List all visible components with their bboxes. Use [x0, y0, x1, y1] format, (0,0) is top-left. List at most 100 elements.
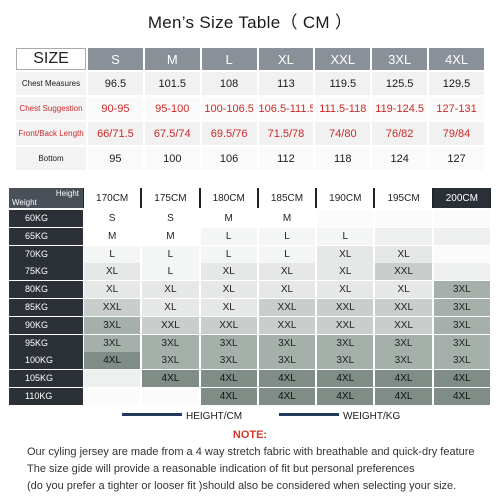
measure-cell: 79/84	[429, 122, 484, 145]
size-cell: XXL	[142, 316, 199, 334]
measure-row: Chest Measures 96.5 101.5 108 113 119.5 125.5 1…	[16, 72, 484, 95]
size-cell: XXL	[317, 299, 374, 316]
size-cell: 4XL	[258, 370, 316, 388]
size-cell: 4XL	[375, 370, 432, 388]
height-header-cell: 170CM	[84, 188, 141, 208]
size-cell: XXL	[317, 316, 374, 334]
size-cell: 3XL	[200, 334, 257, 352]
size-cell: 4XL	[317, 370, 374, 388]
measure-cell: 106	[201, 147, 257, 170]
size-cell: XL	[317, 263, 374, 281]
size-cell: XXL	[258, 299, 316, 316]
size-measure-table: SIZE S M L XL XXL 3XL 4XL Chest Measures 96.5 101.…	[14, 46, 486, 172]
measure-cell: 113	[258, 72, 314, 95]
size-header-cell: 3XL	[372, 48, 428, 70]
size-cell: 4XL	[142, 370, 199, 388]
measure-cell: 129.5	[429, 72, 484, 95]
measure-cell: 90-95	[88, 97, 143, 120]
measure-cell: 127-131	[429, 97, 484, 120]
size-cell: XL	[200, 281, 257, 299]
size-cell: XL	[317, 245, 374, 263]
grid-corner: Height Weight	[9, 188, 83, 208]
size-cell: 3XL	[375, 334, 432, 352]
size-cell: XL	[200, 299, 257, 316]
measure-cell: 96.5	[88, 72, 143, 95]
size-cell: XL	[84, 263, 141, 281]
size-cell: XL	[258, 281, 316, 299]
size-cell	[375, 210, 432, 227]
size-cell: M	[200, 210, 257, 227]
size-cell	[375, 227, 432, 245]
size-cell: 3XL	[142, 352, 199, 370]
measure-cell: 95	[88, 147, 143, 170]
measure-row-label: Front/Back Length	[16, 122, 86, 145]
measure-row: Front/Back Length 66/71.5 67.5/74 69.5/76 71…	[16, 122, 484, 145]
size-header-label: SIZE	[16, 48, 86, 70]
size-cell: 4XL	[317, 388, 374, 405]
height-legend-label: HEIGHT/CM	[186, 411, 243, 422]
height-header-cell: 200CM	[433, 188, 490, 208]
size-cell: XL	[375, 245, 432, 263]
size-cell: XL	[317, 281, 374, 299]
size-cell	[142, 388, 199, 405]
size-header-cell: XL	[258, 48, 314, 70]
measure-cell: 108	[201, 72, 257, 95]
size-cell: L	[200, 227, 257, 245]
measure-cell: 71.5/78	[258, 122, 314, 145]
size-cell	[84, 370, 141, 388]
size-cell: XL	[375, 281, 432, 299]
size-cell: 3XL	[433, 316, 490, 334]
size-cell: L	[142, 245, 199, 263]
weight-row-label: 80KG	[9, 281, 83, 299]
weight-row-label: 110KG	[9, 388, 83, 405]
measure-cell: 127	[429, 147, 484, 170]
size-cell: XXL	[84, 299, 141, 316]
size-cell: XL	[200, 263, 257, 281]
weight-row-label: 105KG	[9, 370, 83, 388]
size-cell: M	[142, 227, 199, 245]
weight-legend-label: WEIGHT/KG	[343, 411, 401, 422]
size-cell: 3XL	[375, 352, 432, 370]
size-cell: 3XL	[433, 299, 490, 316]
note-title: NOTE:	[232, 429, 268, 441]
size-cell: L	[317, 227, 374, 245]
size-cell: XL	[142, 299, 199, 316]
weight-row-label: 85KG	[9, 299, 83, 316]
size-cell: 3XL	[317, 352, 374, 370]
size-cell: 4XL	[433, 388, 490, 405]
size-cell: 4XL	[433, 370, 490, 388]
size-cell: L	[258, 245, 316, 263]
height-header-cell: 190CM	[317, 188, 374, 208]
height-legend-bar	[122, 413, 182, 416]
size-cell: S	[142, 210, 199, 227]
size-header-cell: L	[201, 48, 257, 70]
height-header-cell: 175CM	[142, 188, 199, 208]
size-cell	[433, 227, 490, 245]
measure-cell: 119.5	[315, 72, 371, 95]
size-cell: XXL	[375, 316, 432, 334]
weight-row-label: 75KG	[9, 263, 83, 281]
size-cell: L	[200, 245, 257, 263]
size-cell: 3XL	[142, 334, 199, 352]
size-header-cell: 4XL	[429, 48, 484, 70]
size-cell: 3XL	[258, 334, 316, 352]
measure-row-label: Bottom	[16, 147, 86, 170]
size-cell	[317, 210, 374, 227]
size-cell: M	[258, 210, 316, 227]
measure-cell: 125.5	[372, 72, 428, 95]
size-cell: 4XL	[200, 388, 257, 405]
corner-height-label: Height	[55, 189, 79, 198]
size-cell: XL	[84, 281, 141, 299]
size-cell: 3XL	[433, 352, 490, 370]
measure-cell: 101.5	[144, 72, 200, 95]
size-cell: 3XL	[433, 281, 490, 299]
height-header-cell: 195CM	[375, 188, 432, 208]
height-header-cell: 185CM	[258, 188, 316, 208]
measure-row-label: Chest Suggestion	[16, 97, 86, 120]
weight-row-label: 100KG	[9, 352, 83, 370]
size-cell	[84, 388, 141, 405]
measure-cell: 95-100	[144, 97, 200, 120]
size-cell: 3XL	[258, 352, 316, 370]
height-weight-grid: Height Weight 170CM 175CM 180CM 185CM 190CM 1…	[9, 188, 491, 406]
size-cell: XL	[142, 281, 199, 299]
